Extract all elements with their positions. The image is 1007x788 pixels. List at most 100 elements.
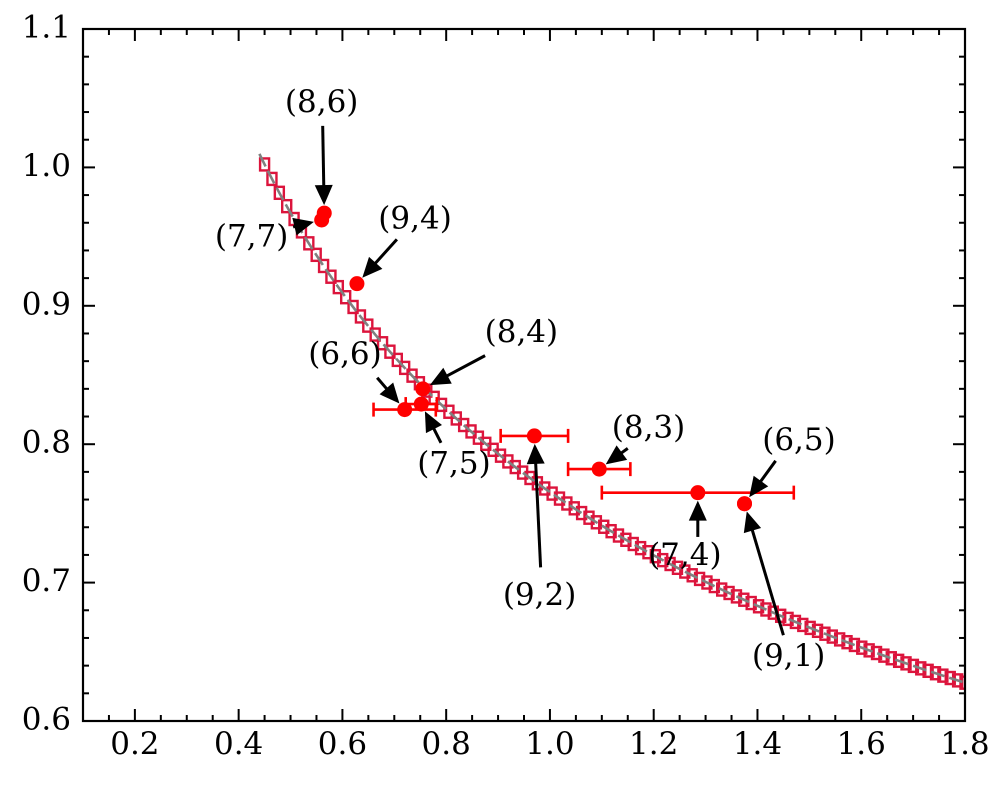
data-point xyxy=(737,496,752,512)
y-tick-label: 1.0 xyxy=(22,148,71,184)
data-point xyxy=(349,276,365,292)
point-label: (9,2) xyxy=(503,577,577,613)
annotation-arrow-head xyxy=(605,445,628,465)
x-tick-label: 1.6 xyxy=(837,726,886,762)
annotation-arrow-head xyxy=(362,256,383,278)
fit-marker xyxy=(391,352,403,368)
point-label: (8,6) xyxy=(285,84,359,120)
fit-marker xyxy=(701,575,713,590)
fit-marker xyxy=(693,571,706,587)
fit-marker xyxy=(863,643,875,658)
annotation-arrow-shaft xyxy=(431,426,443,444)
annotation-arrow-shaft xyxy=(445,354,486,378)
annotation-arrow-head xyxy=(688,500,707,521)
fit-curve xyxy=(258,153,965,684)
fit-marker xyxy=(745,595,757,611)
annotation-arrow-head xyxy=(429,367,452,386)
fit-marker xyxy=(376,336,389,351)
fit-marker xyxy=(281,198,293,214)
fit-marker xyxy=(848,637,861,653)
y-tick-label: 0.7 xyxy=(22,563,71,599)
fit-marker xyxy=(915,661,927,676)
data-point xyxy=(526,428,542,444)
fit-marker xyxy=(715,582,728,597)
fit-marker xyxy=(258,157,271,172)
fit-marker xyxy=(959,675,965,690)
x-tick-label: 1.0 xyxy=(525,726,574,762)
fit-marker xyxy=(856,640,868,655)
annotation-arrow-head xyxy=(749,475,769,498)
annotation-arrow-head xyxy=(526,443,545,465)
data-point xyxy=(415,381,431,397)
point-label: (8,4) xyxy=(485,314,559,350)
data-point xyxy=(591,461,607,477)
x-tick-label: 0.2 xyxy=(110,726,159,762)
fit-marker xyxy=(730,589,743,604)
fit-marker xyxy=(878,648,890,663)
fit-marker xyxy=(679,564,691,579)
x-tick-label: 0.8 xyxy=(422,726,471,762)
fit-marker xyxy=(649,548,662,564)
fit-marker xyxy=(944,670,956,686)
fit-marker xyxy=(642,544,654,560)
y-tick-label: 1.1 xyxy=(22,10,71,46)
point-label: (9,1) xyxy=(752,638,826,674)
fit-marker xyxy=(398,360,411,376)
annotation-arrow-head xyxy=(292,217,314,236)
data-point xyxy=(690,485,706,501)
annotation-arrow-head xyxy=(424,411,442,434)
fit-marker xyxy=(273,185,286,201)
fit-marker xyxy=(590,515,603,530)
point-label: (6,6) xyxy=(308,336,382,372)
fit-marker xyxy=(627,536,639,552)
fit-marker xyxy=(347,299,359,315)
axes: 0.2 0.4 0.6 0.8 1.0 1.2 1.4 1.6 1.8 0.6 0.7 0.8 0.9 1… xyxy=(22,10,990,763)
annotation-arrow-shaft xyxy=(758,459,777,484)
point-label: (6,5) xyxy=(762,422,836,458)
fit-line-path xyxy=(258,153,965,684)
fit-marker xyxy=(833,632,846,647)
fit-marker xyxy=(384,344,396,359)
fit-marker xyxy=(723,585,735,601)
annotation-arrow-head xyxy=(379,382,400,404)
fit-marker xyxy=(951,673,964,688)
fit-marker xyxy=(841,634,853,650)
fit-marker xyxy=(612,528,625,543)
x-tick-label: 1.2 xyxy=(629,726,678,762)
fit-marker xyxy=(797,617,809,633)
point-label: (7,5) xyxy=(417,445,491,481)
fit-curve-markers xyxy=(258,157,965,690)
fit-marker xyxy=(354,309,367,324)
x-tick-label: 0.6 xyxy=(318,726,367,762)
point-label: (8,3) xyxy=(612,409,686,445)
fit-marker xyxy=(922,663,934,679)
fit-marker xyxy=(738,592,750,607)
fit-marker xyxy=(811,623,824,639)
fit-marker xyxy=(907,658,920,674)
fit-marker xyxy=(583,510,595,525)
annotation-arrow-head xyxy=(743,511,762,534)
fit-marker xyxy=(332,279,345,295)
fit-marker xyxy=(671,560,684,576)
data-point xyxy=(314,212,330,228)
annotation-arrow-shaft xyxy=(750,528,785,636)
fit-marker xyxy=(634,540,647,556)
point-label: (9,4) xyxy=(378,200,452,236)
point-label: (7,4) xyxy=(648,537,722,573)
fit-marker xyxy=(752,599,765,614)
fit-marker xyxy=(782,611,794,627)
fit-marker xyxy=(568,501,580,516)
fit-marker xyxy=(892,653,905,669)
fit-marker xyxy=(406,368,418,383)
x-tick-label: 1.8 xyxy=(940,726,989,762)
fit-marker xyxy=(575,505,588,521)
annotations: (8,6) (7,7) (9,4) (8,4) (6,6) (7,5) (9,2) (8,3)… xyxy=(215,84,836,674)
y-tick-label: 0.6 xyxy=(22,702,71,738)
fit-marker xyxy=(362,318,374,333)
fit-marker xyxy=(598,519,610,534)
fit-marker xyxy=(789,614,802,630)
fit-marker xyxy=(929,666,942,681)
fit-marker xyxy=(900,656,912,671)
fit-marker xyxy=(819,626,831,641)
